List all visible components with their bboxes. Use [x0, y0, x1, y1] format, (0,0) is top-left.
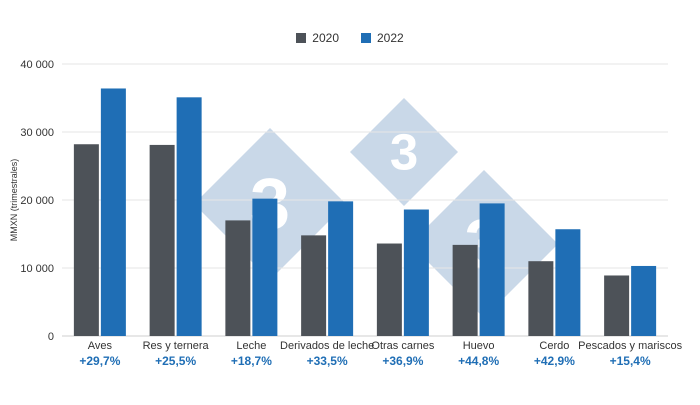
bar-2020-4: [301, 235, 327, 336]
bar-2020-2: [149, 144, 175, 336]
legend-item-2020[interactable]: 2020: [296, 31, 339, 45]
bar-2020-3: [225, 220, 251, 336]
y-tick-label: 20 000: [20, 195, 54, 207]
category-label: Huevo: [463, 340, 495, 352]
bar-2022-2: [176, 97, 202, 336]
watermark-logo-shape: [350, 98, 458, 206]
growth-annotation: +29,7%: [79, 354, 120, 368]
growth-annotation: +25,5%: [155, 354, 196, 368]
legend-label-2020: 2020: [312, 31, 339, 45]
growth-annotation: +33,5%: [307, 354, 348, 368]
category-label: Res y ternera: [143, 340, 210, 352]
bar-2020-6: [452, 244, 478, 336]
category-label: Otras carnes: [371, 340, 434, 352]
growth-annotation: +15,4%: [610, 354, 651, 368]
category-label: Cerdo: [539, 340, 569, 352]
bar-2020-1: [73, 144, 99, 336]
growth-annotation: +42,9%: [534, 354, 575, 368]
category-label: Aves: [88, 340, 113, 352]
bar-2022-4: [328, 201, 354, 336]
bar-2022-5: [403, 209, 429, 336]
bar-2020-5: [376, 243, 402, 336]
y-tick-label: 30 000: [20, 127, 54, 139]
legend-item-2022[interactable]: 2022: [361, 31, 404, 45]
legend-label-2022: 2022: [377, 31, 404, 45]
bar-2020-7: [528, 261, 554, 336]
legend-swatch-2020: [296, 33, 307, 43]
category-label: Leche: [236, 340, 266, 352]
category-label: Pescados y mariscos: [578, 340, 682, 352]
legend: 2020 2022: [0, 31, 700, 45]
y-tick-label: 10 000: [20, 263, 54, 275]
growth-annotation: +18,7%: [231, 354, 272, 368]
bar-2022-6: [479, 203, 505, 336]
bar-2022-3: [252, 198, 278, 336]
growth-annotation: +36,9%: [382, 354, 423, 368]
legend-swatch-2022: [361, 33, 371, 43]
bar-2020-8: [604, 275, 630, 336]
bar-2022-1: [100, 88, 126, 336]
watermark-logo-text: 3: [390, 123, 418, 180]
bar-2022-7: [555, 229, 581, 336]
y-tick-label: 40 000: [20, 59, 54, 71]
y-tick-label: 0: [48, 331, 54, 343]
bar-2022-8: [631, 265, 657, 336]
growth-annotation: +44,8%: [458, 354, 499, 368]
category-label: Derivados de leche: [280, 340, 374, 352]
y-axis-label: MMXN (trimestrales): [9, 159, 19, 242]
